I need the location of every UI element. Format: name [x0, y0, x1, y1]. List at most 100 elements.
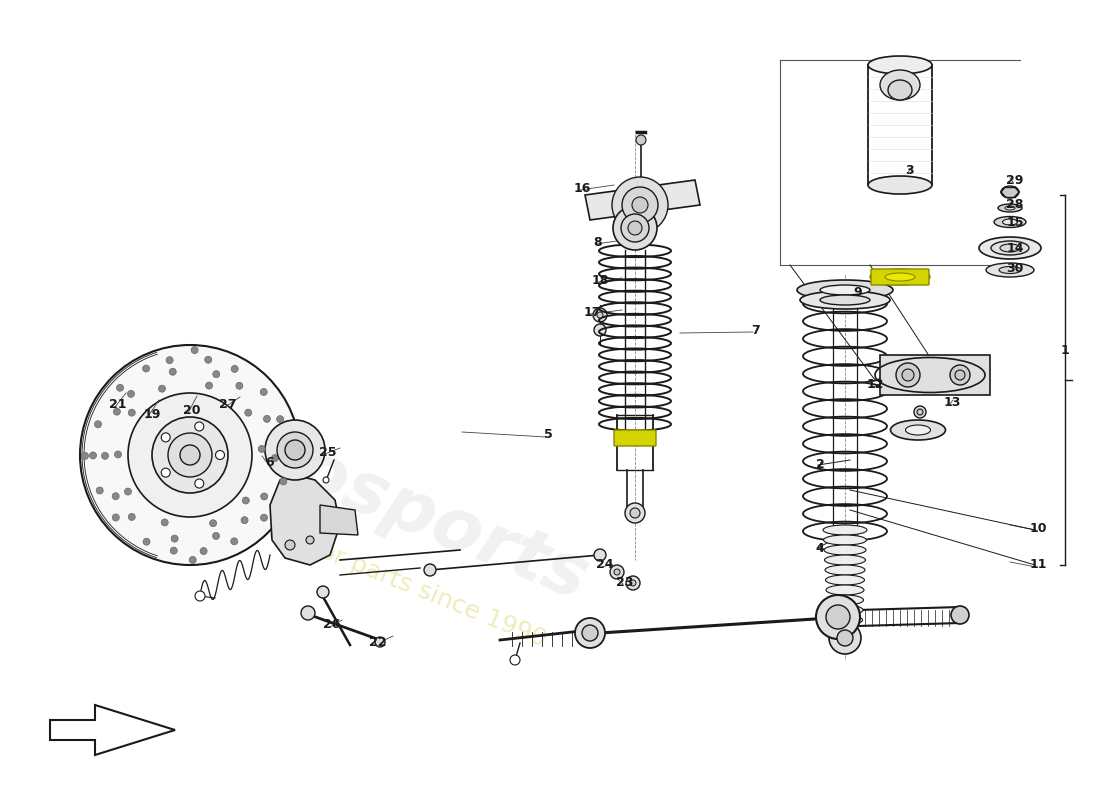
Circle shape [632, 197, 648, 213]
Circle shape [626, 576, 640, 590]
Circle shape [597, 312, 603, 318]
Circle shape [594, 324, 606, 336]
Circle shape [283, 459, 290, 466]
Text: 2: 2 [815, 458, 824, 471]
Ellipse shape [826, 595, 864, 605]
Circle shape [826, 605, 850, 629]
Circle shape [276, 416, 284, 422]
Circle shape [231, 538, 238, 545]
Ellipse shape [1002, 219, 1018, 225]
Circle shape [261, 389, 267, 395]
Ellipse shape [826, 585, 864, 595]
Polygon shape [320, 505, 358, 535]
Circle shape [610, 565, 624, 579]
Circle shape [162, 433, 170, 442]
Circle shape [613, 206, 657, 250]
Text: 24: 24 [596, 558, 614, 571]
Circle shape [158, 385, 165, 392]
FancyBboxPatch shape [871, 269, 930, 285]
Text: a passion for parts since 1990: a passion for parts since 1990 [190, 488, 550, 652]
Circle shape [117, 384, 123, 391]
Circle shape [575, 618, 605, 648]
Text: 16: 16 [573, 182, 591, 194]
Text: 15: 15 [1006, 215, 1024, 229]
Circle shape [816, 595, 860, 639]
Ellipse shape [827, 615, 862, 625]
Ellipse shape [870, 269, 930, 285]
Circle shape [114, 451, 121, 458]
Circle shape [241, 517, 249, 524]
Circle shape [231, 366, 239, 373]
Text: 12: 12 [867, 378, 883, 391]
Ellipse shape [868, 176, 932, 194]
Circle shape [101, 452, 109, 459]
Circle shape [593, 308, 607, 322]
Ellipse shape [820, 295, 870, 305]
Circle shape [301, 606, 315, 620]
Circle shape [630, 580, 636, 586]
Text: 1: 1 [1060, 343, 1069, 357]
Ellipse shape [1001, 186, 1019, 198]
Circle shape [128, 393, 252, 517]
Circle shape [195, 422, 204, 431]
Circle shape [317, 586, 329, 598]
Circle shape [630, 508, 640, 518]
Circle shape [112, 493, 119, 500]
Text: 25: 25 [319, 446, 337, 458]
Circle shape [242, 497, 250, 504]
Ellipse shape [986, 263, 1034, 277]
Text: 22: 22 [370, 635, 387, 649]
Circle shape [837, 630, 852, 646]
Circle shape [510, 655, 520, 665]
Text: 9: 9 [854, 286, 862, 298]
Circle shape [195, 479, 204, 488]
Circle shape [206, 382, 212, 389]
Circle shape [917, 409, 923, 415]
Ellipse shape [868, 56, 932, 74]
Circle shape [81, 452, 88, 459]
Circle shape [129, 514, 135, 520]
Circle shape [168, 433, 212, 477]
Circle shape [424, 564, 436, 576]
Circle shape [612, 177, 668, 233]
Circle shape [265, 420, 324, 480]
Circle shape [216, 450, 224, 459]
Circle shape [263, 415, 271, 422]
Ellipse shape [1005, 206, 1015, 210]
Text: eurosports: eurosports [162, 385, 598, 615]
Text: 6: 6 [266, 455, 274, 469]
Circle shape [128, 390, 134, 398]
Circle shape [323, 477, 329, 483]
Ellipse shape [991, 241, 1028, 255]
Ellipse shape [905, 425, 931, 435]
Ellipse shape [999, 266, 1021, 274]
Polygon shape [50, 705, 175, 755]
Circle shape [80, 345, 300, 565]
Circle shape [244, 409, 252, 416]
Circle shape [191, 346, 198, 354]
Circle shape [636, 135, 646, 145]
Circle shape [112, 514, 119, 521]
Circle shape [212, 533, 220, 539]
Ellipse shape [798, 280, 893, 300]
Circle shape [113, 408, 120, 415]
Circle shape [212, 370, 220, 378]
Text: 21: 21 [109, 398, 126, 411]
Ellipse shape [827, 605, 864, 615]
Circle shape [172, 535, 178, 542]
Circle shape [89, 452, 97, 459]
Polygon shape [880, 355, 990, 395]
Circle shape [829, 622, 861, 654]
Ellipse shape [891, 420, 946, 440]
Circle shape [235, 382, 243, 390]
Ellipse shape [880, 70, 920, 100]
Ellipse shape [824, 545, 866, 555]
Circle shape [621, 214, 649, 242]
Ellipse shape [1000, 244, 1020, 252]
Text: 17: 17 [583, 306, 601, 318]
Circle shape [152, 417, 228, 493]
Ellipse shape [820, 285, 870, 295]
Circle shape [205, 356, 211, 363]
Text: 10: 10 [1030, 522, 1047, 534]
Circle shape [955, 370, 965, 380]
